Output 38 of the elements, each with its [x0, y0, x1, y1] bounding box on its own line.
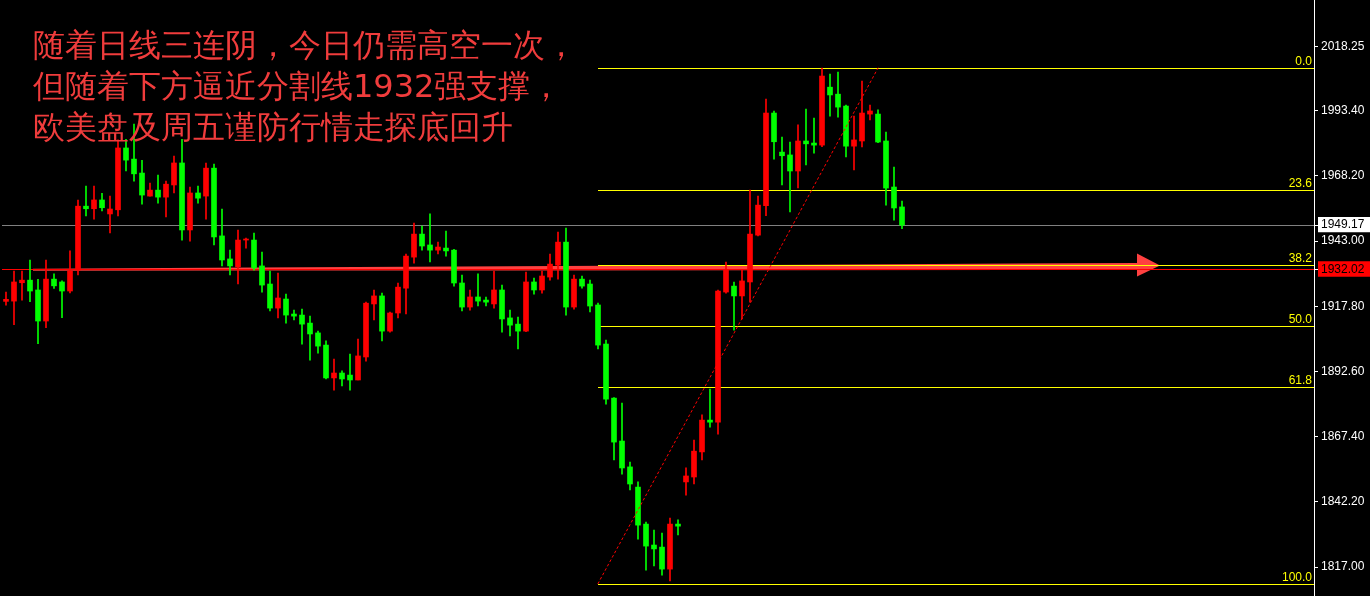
y-tick-label: 1943.00 [1321, 233, 1365, 248]
candlestick [275, 272, 281, 319]
ref-line-label: 23.6 [1288, 175, 1313, 190]
ref-line-label: 100.0 [1281, 569, 1313, 584]
y-tick-label: 1867.40 [1321, 428, 1365, 443]
candlestick [827, 73, 833, 117]
y-tick-label: 1993.40 [1321, 103, 1365, 118]
y-tick-label: 1949.17 [1321, 217, 1365, 232]
annotation: 欧美盘及周五谨防行情走探底回升 [33, 107, 513, 147]
candlestick [803, 108, 809, 166]
candlestick [779, 136, 785, 186]
candlestick [515, 316, 521, 350]
annotation: 但随着下方逼近分割线1932强支撑， [33, 66, 563, 106]
candlestick [331, 358, 337, 391]
ref-line-label: 61.8 [1288, 372, 1313, 387]
candlestick [83, 185, 89, 217]
ref-line-label: 0.0 [1295, 53, 1313, 68]
ref-line-label: 50.0 [1288, 311, 1313, 326]
candlestick [731, 281, 737, 331]
candlestick [427, 213, 433, 263]
candlestick [683, 467, 689, 496]
candlestick [3, 291, 9, 306]
y-tick-label: 1932.02 [1321, 261, 1365, 276]
candlestick [651, 529, 657, 567]
candlestick [851, 115, 857, 171]
candlestick [59, 280, 65, 318]
y-tick-label: 2018.25 [1321, 38, 1365, 53]
ref-line-label: 38.2 [1288, 250, 1313, 265]
y-tick-label: 1842.20 [1321, 494, 1365, 509]
candlestick [443, 230, 449, 257]
y-tick-label: 1817.00 [1321, 559, 1365, 574]
y-tick-label: 1968.20 [1321, 168, 1365, 183]
candlestick [347, 353, 353, 391]
candlestick [107, 195, 113, 234]
annotation: 随着日线三连阴，今日仍需高空一次， [33, 25, 577, 65]
y-tick-label: 1917.80 [1321, 298, 1365, 313]
candlestick [787, 141, 793, 213]
y-tick-label: 1892.60 [1321, 363, 1365, 378]
